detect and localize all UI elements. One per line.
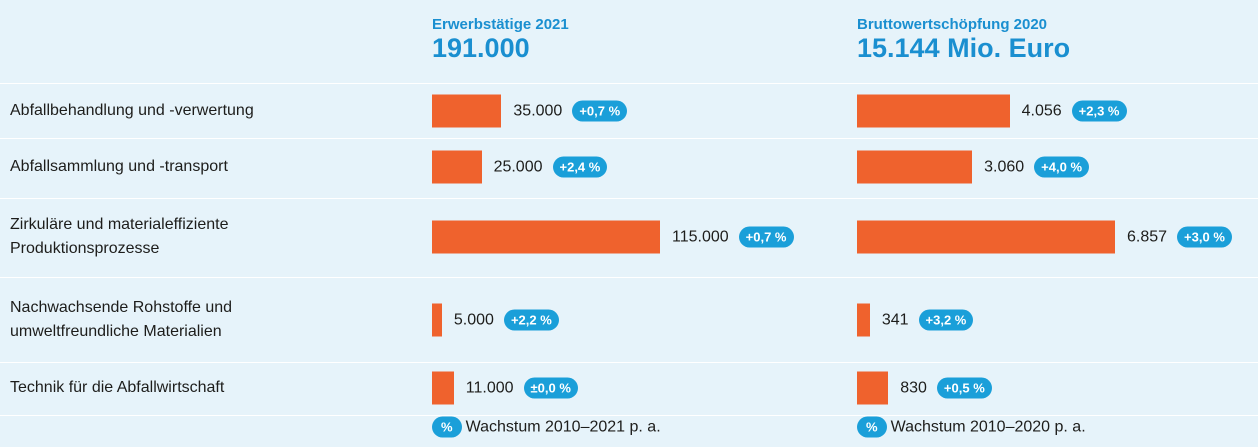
legend: % Wachstum 2010–2021 p. a. xyxy=(432,416,661,438)
bar-row: 830 +0,5 % xyxy=(857,371,992,405)
bar xyxy=(857,220,1115,254)
panel-title: Erwerbstätige 2021 xyxy=(432,16,569,33)
row-separator xyxy=(0,83,1258,84)
value-label: 341 xyxy=(881,311,909,328)
value-label: 3.060 xyxy=(984,158,1025,175)
bar-row: 341 +3,2 % xyxy=(857,303,974,337)
value-label: 6.857 xyxy=(1127,228,1168,245)
value-label: 830 xyxy=(900,379,927,396)
bar-row: 115.000 +0,7 % xyxy=(432,220,794,254)
category-label: Abfallsammlung und -transport xyxy=(10,158,228,175)
bar xyxy=(857,303,870,337)
legend-label: Wachstum 2010–2020 p. a. xyxy=(890,418,1086,435)
bar-row: 11.000 ±0,0 % xyxy=(432,371,578,405)
bar-row: 6.857 +3,0 % xyxy=(857,220,1232,254)
value-label: 25.000 xyxy=(493,158,543,175)
growth-badge: +2,2 % xyxy=(503,309,559,331)
value-label: 5.000 xyxy=(453,311,494,328)
category-label: Zirkuläre und materialeffiziente Produkt… xyxy=(10,216,229,257)
growth-badge: +3,0 % xyxy=(1177,226,1232,248)
bar-row: 35.000 +0,7 % xyxy=(432,94,628,128)
category-label: Abfallbehandlung und -verwertung xyxy=(10,102,254,119)
bar xyxy=(857,150,973,184)
legend-badge: % xyxy=(857,416,887,438)
bar xyxy=(432,220,660,254)
growth-badge: +0,5 % xyxy=(936,377,992,399)
value-label: 115.000 xyxy=(672,228,729,245)
growth-badge: +0,7 % xyxy=(738,226,794,248)
growth-badge: +3,2 % xyxy=(918,309,974,331)
row-separator xyxy=(0,277,1258,278)
growth-badge: +4,0 % xyxy=(1034,156,1090,178)
legend-label: Wachstum 2010–2021 p. a. xyxy=(465,418,661,435)
growth-badge: ±0,0 % xyxy=(523,377,578,399)
legend: % Wachstum 2010–2020 p. a. xyxy=(857,416,1086,438)
bar-row: 25.000 +2,4 % xyxy=(432,150,608,184)
bar xyxy=(857,371,889,405)
bar-row: 5.000 +2,2 % xyxy=(432,303,559,337)
growth-badge: +2,4 % xyxy=(552,156,608,178)
panel-total: 191.000 xyxy=(432,33,530,63)
bar xyxy=(432,150,482,184)
value-label: 4.056 xyxy=(1021,102,1062,119)
panel-total: 15.144 Mio. Euro xyxy=(857,33,1071,63)
bar xyxy=(432,371,454,405)
row-separator xyxy=(0,138,1258,139)
row-separator xyxy=(0,198,1258,199)
bar-row: 3.060 +4,0 % xyxy=(857,150,1090,184)
value-label: 11.000 xyxy=(465,379,514,396)
legend-badge: % xyxy=(432,416,462,438)
category-label: Nachwachsende Rohstoffe und umweltfreund… xyxy=(10,299,233,340)
value-label: 35.000 xyxy=(513,102,563,119)
row-separator xyxy=(0,362,1258,363)
category-label: Technik für die Abfallwirtschaft xyxy=(10,379,225,396)
bar xyxy=(432,303,442,337)
bar xyxy=(432,94,502,128)
bar xyxy=(857,94,1010,128)
bar-row: 4.056 +2,3 % xyxy=(857,94,1127,128)
row-separator xyxy=(0,415,1258,416)
panel-title: Bruttowertschöpfung 2020 xyxy=(857,16,1048,33)
growth-badge: +2,3 % xyxy=(1071,100,1127,122)
growth-badge: +0,7 % xyxy=(572,100,628,122)
